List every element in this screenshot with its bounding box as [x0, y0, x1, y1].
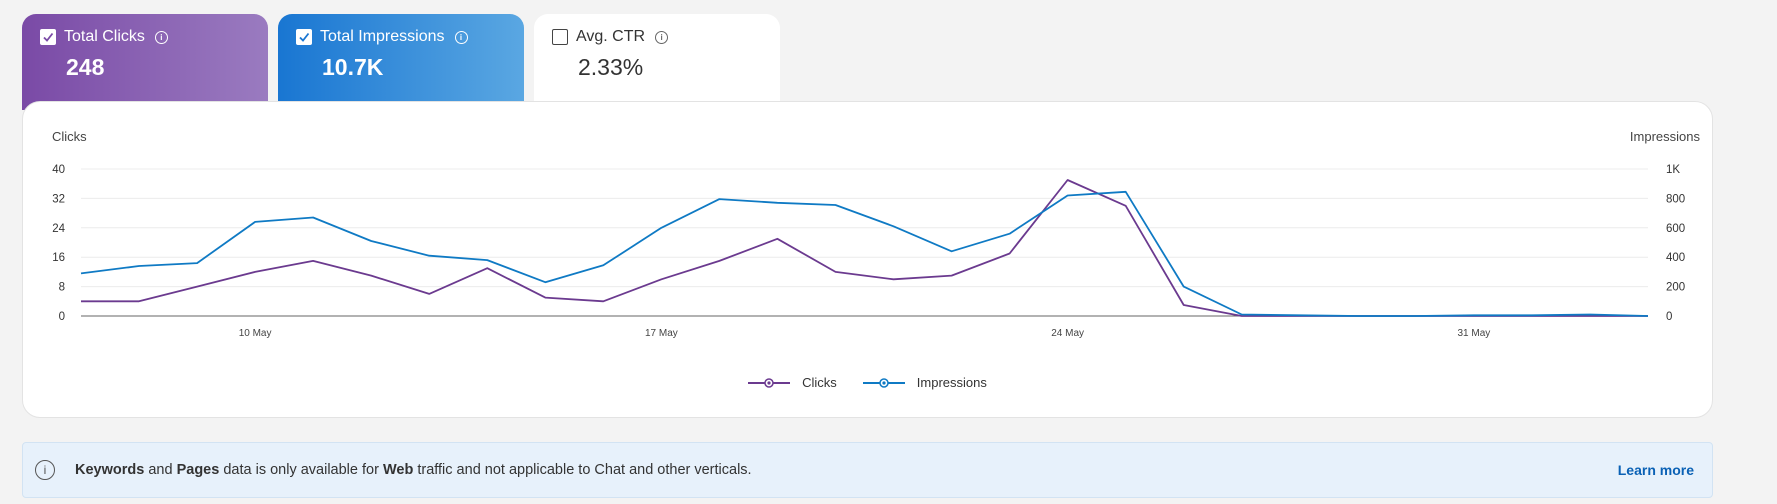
metric-value: 10.7K — [322, 54, 384, 80]
metric-label: Avg. CTR — [576, 28, 646, 45]
info-icon[interactable]: i — [454, 30, 468, 44]
checkbox-total-impressions[interactable] — [296, 29, 312, 45]
checkbox-avg-ctr[interactable] — [552, 29, 568, 45]
y-left-tick-label: 8 — [59, 282, 65, 294]
x-tick-label: 24 May — [1051, 328, 1084, 339]
checkbox-total-clicks[interactable] — [40, 29, 56, 45]
metric-value: 248 — [66, 54, 105, 80]
legend-label: Clicks — [802, 375, 837, 390]
info-notice: i Keywords and Pages data is only availa… — [22, 442, 1713, 498]
y-left-tick-label: 24 — [52, 223, 65, 235]
metric-card-avg-ctr[interactable]: Avg. CTR i 2.33% — [534, 14, 780, 110]
x-tick-label: 10 May — [239, 328, 272, 339]
series-line-impressions — [80, 190, 1649, 317]
legend-item-impressions[interactable]: Impressions — [862, 375, 987, 390]
y-right-tick-label: 1K — [1666, 164, 1680, 176]
right-axis-title: Impressions — [1629, 129, 1700, 144]
checkmark-icon — [43, 32, 54, 42]
metric-label: Total Impressions — [320, 28, 445, 45]
notice-message: Keywords and Pages data is only availabl… — [75, 462, 752, 478]
legend-marker-icon — [748, 377, 791, 388]
checkmark-icon — [299, 32, 310, 42]
y-left-tick-label: 16 — [52, 252, 65, 264]
y-right-tick-label: 800 — [1666, 193, 1685, 205]
metric-card-total-impressions[interactable]: Total Impressions i 10.7K — [278, 14, 524, 110]
y-left-tick-label: 40 — [52, 164, 65, 176]
y-left-tick-label: 0 — [59, 311, 65, 323]
y-right-tick-label: 200 — [1666, 282, 1685, 294]
info-icon[interactable]: i — [154, 30, 168, 44]
learn-more-link[interactable]: Learn more — [1617, 462, 1694, 478]
y-right-tick-label: 400 — [1666, 252, 1685, 264]
y-left-tick-label: 32 — [52, 193, 65, 205]
legend-label: Impressions — [916, 375, 987, 390]
info-icon: i — [35, 460, 55, 480]
chart-legend: Clicks Impressions — [23, 375, 1712, 390]
info-icon[interactable]: i — [655, 30, 669, 44]
x-tick-label: 31 May — [1457, 328, 1490, 339]
x-tick-label: 17 May — [645, 328, 678, 339]
y-right-tick-label: 0 — [1666, 311, 1672, 323]
metric-value: 2.33% — [578, 54, 644, 80]
left-axis-title: Clicks — [52, 129, 87, 144]
legend-marker-icon — [862, 377, 905, 388]
series-line-clicks — [81, 179, 1648, 317]
metric-card-total-clicks[interactable]: Total Clicks i 248 — [22, 14, 268, 110]
metric-label: Total Clicks — [64, 28, 145, 45]
y-right-tick-label: 600 — [1666, 223, 1685, 235]
performance-chart-panel: Clicks Impressions 0 0 8 200 16 400 24 600 32 800… — [22, 101, 1713, 418]
legend-item-clicks[interactable]: Clicks — [748, 375, 837, 390]
line-chart[interactable]: 0 0 8 200 16 400 24 600 32 800 40 1K 10 May 17 May 24 … — [23, 102, 1712, 372]
